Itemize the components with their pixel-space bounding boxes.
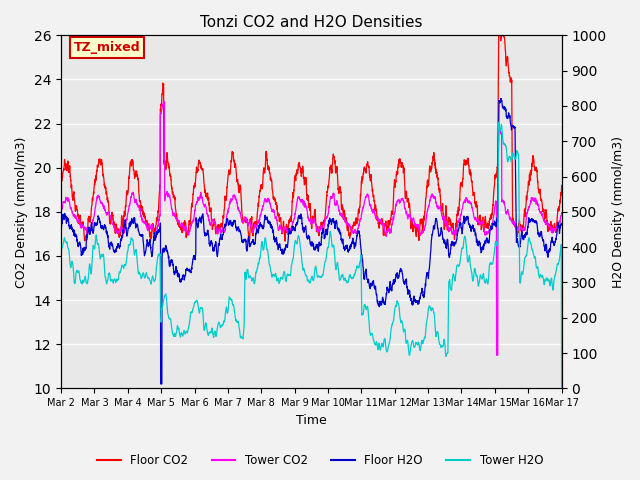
Line: Floor CO2: Floor CO2 (61, 36, 561, 242)
Tower CO2 (374, 218, 382, 224)
Tower CO2 (406, 215, 414, 221)
Title: Tonzi CO2 and H2O Densities: Tonzi CO2 and H2O Densities (200, 15, 422, 30)
Tower H2O (406, 348, 414, 353)
Tower H2O (374, 347, 382, 352)
Tower H2O (470, 271, 478, 277)
X-axis label: Time: Time (296, 414, 326, 427)
Tower CO2 (216, 225, 224, 231)
Floor CO2 (374, 220, 382, 226)
Floor CO2 (57, 180, 65, 185)
Tower CO2 (57, 210, 65, 216)
Floor CO2 (245, 239, 253, 245)
Legend: Floor CO2, Tower CO2, Floor H2O, Tower H2O: Floor CO2, Tower CO2, Floor H2O, Tower H… (92, 449, 548, 472)
Floor CO2 (495, 33, 502, 38)
Tower H2O (557, 385, 565, 391)
Line: Floor H2O: Floor H2O (61, 98, 561, 384)
Tower H2O (216, 322, 223, 327)
Tower CO2 (406, 213, 414, 218)
Floor CO2 (406, 212, 414, 218)
Y-axis label: CO2 Density (mmol/m3): CO2 Density (mmol/m3) (15, 136, 28, 288)
Floor H2O (57, 225, 65, 230)
Floor CO2 (216, 224, 223, 229)
Floor H2O (374, 302, 382, 308)
Tower CO2 (160, 99, 168, 105)
Floor H2O (406, 292, 414, 298)
Tower H2O (406, 348, 414, 354)
Floor H2O (497, 96, 505, 101)
Floor H2O (557, 222, 565, 228)
Tower CO2 (493, 352, 500, 358)
Line: Tower H2O: Tower H2O (61, 122, 561, 388)
Tower CO2 (470, 215, 478, 221)
Text: TZ_mixed: TZ_mixed (74, 41, 140, 54)
Tower H2O (57, 385, 65, 391)
Floor H2O (157, 381, 164, 387)
Floor CO2 (557, 182, 565, 188)
Floor CO2 (433, 174, 441, 180)
Tower H2O (433, 329, 441, 335)
Floor CO2 (406, 217, 414, 223)
Floor H2O (470, 228, 478, 234)
Floor CO2 (470, 190, 478, 195)
Y-axis label: H2O Density (mmol/m3): H2O Density (mmol/m3) (612, 136, 625, 288)
Tower CO2 (433, 204, 441, 210)
Tower H2O (495, 120, 502, 125)
Floor H2O (433, 220, 441, 226)
Line: Tower CO2: Tower CO2 (61, 102, 561, 355)
Floor H2O (406, 295, 414, 300)
Tower CO2 (557, 210, 565, 216)
Floor H2O (216, 236, 224, 241)
